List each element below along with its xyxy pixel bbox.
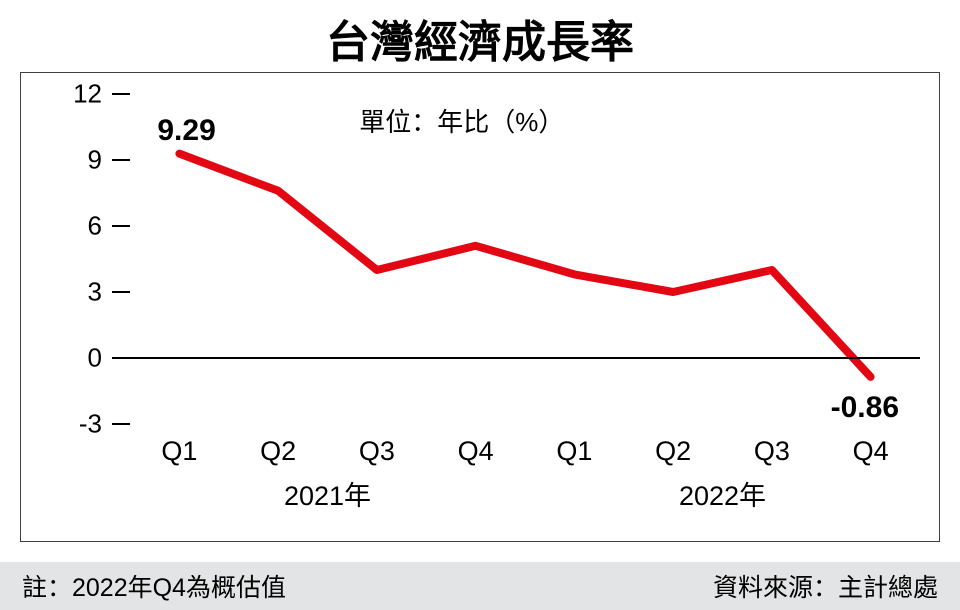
x-tick-label: Q4 (458, 436, 494, 467)
year-group-label: 2021年 (284, 474, 371, 513)
y-tick-mark (112, 159, 130, 161)
data-line (179, 154, 870, 377)
data-point-label: 9.29 (157, 114, 215, 148)
y-tick-label: 12 (73, 79, 102, 110)
footer-note: 註：2022年Q4為概估值 (22, 568, 286, 604)
x-tick-label: Q1 (161, 436, 197, 467)
y-tick-label: 6 (88, 211, 102, 242)
y-tick-mark (112, 423, 130, 425)
unit-label: 單位：年比（%） (359, 102, 564, 139)
year-group-label: 2022年 (679, 474, 766, 513)
y-tick-label: 3 (88, 277, 102, 308)
x-tick-label: Q2 (260, 436, 296, 467)
y-tick-label: -3 (79, 409, 102, 440)
y-tick-label: 0 (88, 343, 102, 374)
y-tick-mark (112, 225, 130, 227)
chart-footer: 註：2022年Q4為概估值 資料來源：主計總處 (0, 562, 960, 610)
chart-area: 單位：年比（%） -3 0 3 6 9 12 Q1 Q2 Q3 Q4 Q1 Q2 Q3 Q4 2021年 20… (20, 72, 940, 542)
footer-source: 資料來源：主計總處 (713, 568, 938, 604)
chart-container: 台灣經濟成長率 單位：年比（%） -3 0 3 6 9 12 Q1 Q2 Q3 Q4 Q1 Q2 Q3 Q… (0, 0, 960, 610)
chart-title: 台灣經濟成長率 (0, 0, 960, 70)
x-tick-label: Q2 (655, 436, 691, 467)
plot-area (130, 94, 920, 424)
data-point-label: -0.86 (831, 391, 899, 425)
line-svg (130, 94, 920, 424)
zero-line (112, 357, 920, 359)
x-tick-label: Q3 (359, 436, 395, 467)
x-tick-label: Q4 (853, 436, 889, 467)
y-tick-mark (112, 291, 130, 293)
x-tick-label: Q1 (556, 436, 592, 467)
y-tick-label: 9 (88, 145, 102, 176)
y-tick-mark (112, 93, 130, 95)
x-tick-label: Q3 (754, 436, 790, 467)
